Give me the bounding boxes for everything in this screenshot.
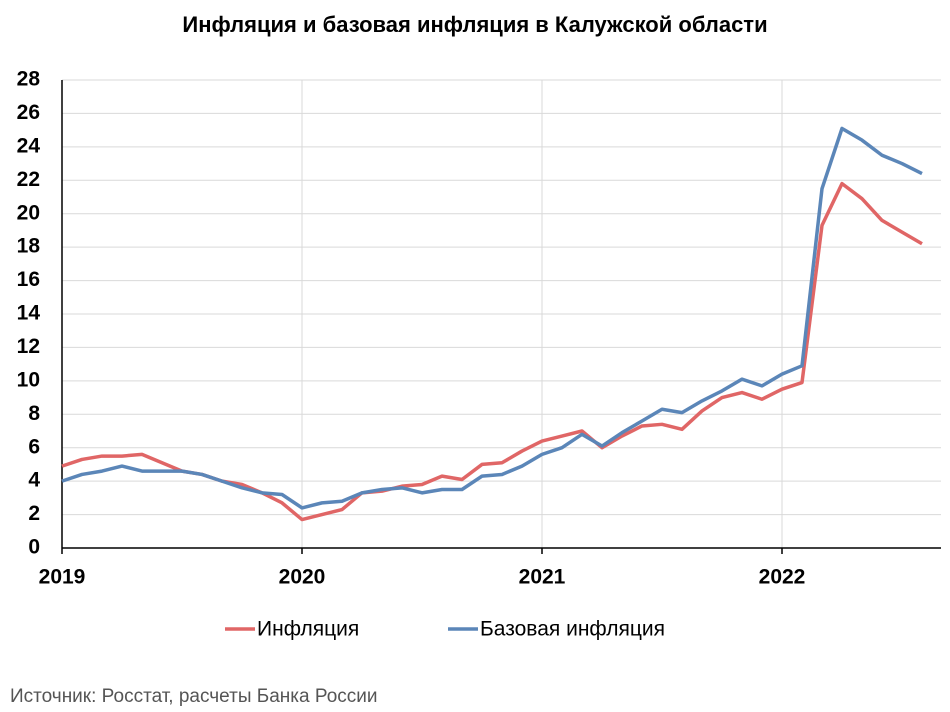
y-tick-label: 18	[17, 235, 41, 258]
x-tick-label: 2019	[39, 566, 86, 589]
chart-title: Инфляция и базовая инфляция в Калужской …	[182, 12, 767, 37]
legend-label: Инфляция	[257, 618, 359, 641]
y-tick-label: 14	[17, 302, 41, 325]
y-tick-label: 10	[17, 368, 40, 391]
source-note: Источник: Росстат, расчеты Банка России	[10, 686, 378, 707]
y-tick-label: 26	[17, 101, 40, 124]
y-tick-label: 4	[28, 469, 40, 492]
line-series	[61, 126, 923, 510]
x-tick-label: 2020	[279, 566, 326, 589]
y-tick-label: 12	[17, 335, 40, 358]
y-tick-label: 24	[17, 134, 41, 157]
y-tick-label: 22	[17, 168, 40, 191]
y-tick-label: 6	[28, 435, 40, 458]
y-tick-label: 28	[17, 68, 41, 91]
y-tick-label: 8	[28, 402, 40, 425]
legend-label: Базовая инфляция	[480, 618, 665, 641]
y-tick-label: 0	[28, 536, 40, 559]
line-series	[61, 181, 923, 522]
y-tick-label: 16	[17, 268, 40, 291]
x-tick-label: 2021	[519, 566, 566, 589]
y-tick-label: 20	[17, 201, 40, 224]
y-tick-label: 2	[28, 502, 40, 525]
x-tick-label: 2022	[759, 566, 806, 589]
